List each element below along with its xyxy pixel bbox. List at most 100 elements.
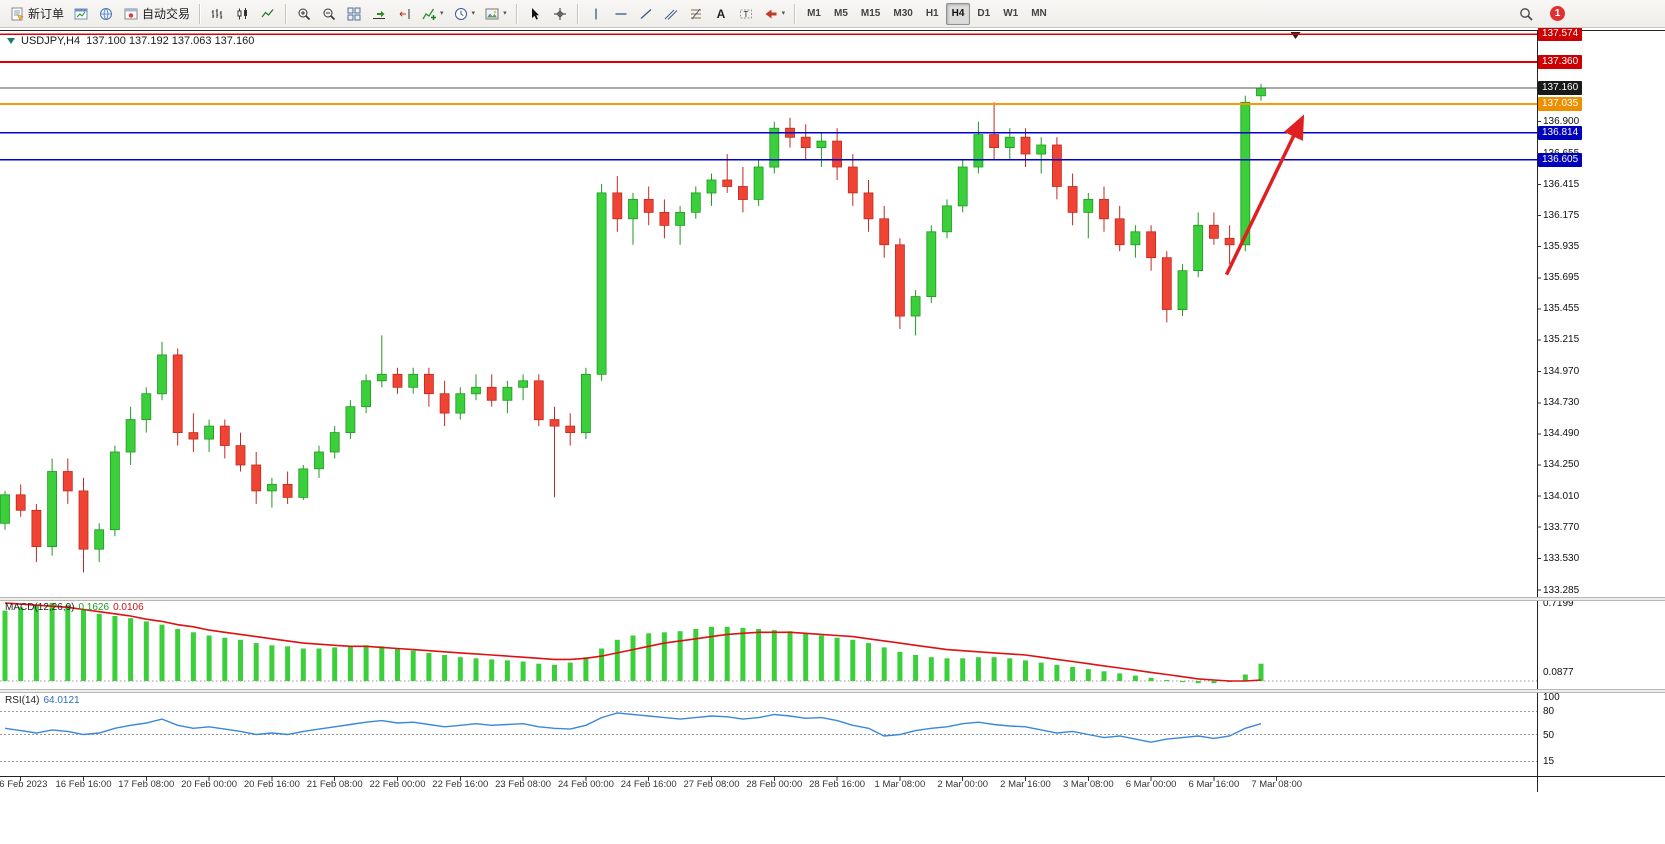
fibonacci-button[interactable]	[684, 3, 708, 25]
price-line-badge: 136.605	[1538, 152, 1583, 167]
candle-up	[581, 373, 591, 433]
macd-histogram-bar	[159, 624, 165, 682]
candle-down	[659, 211, 670, 226]
macd-histogram-bar	[740, 627, 746, 681]
candle-down	[172, 354, 183, 433]
macd-histogram-bar	[614, 639, 620, 681]
chart-window-icon	[74, 8, 88, 19]
candle-up	[1256, 87, 1266, 97]
macd-histogram-bar	[238, 639, 243, 681]
candle-up	[141, 393, 152, 421]
chart-shift-icon	[399, 8, 410, 19]
timeframe-button-m15[interactable]: M15	[855, 3, 886, 25]
candle-down	[738, 186, 748, 200]
chart-shift-button[interactable]	[392, 3, 416, 25]
zoom-out-button[interactable]	[317, 3, 341, 25]
time-axis-label: 16 Feb 16:00	[55, 779, 112, 790]
macd-histogram-bar	[913, 655, 919, 681]
candle-up	[518, 380, 528, 388]
text-label-button[interactable]: T	[734, 3, 758, 25]
macd-scale-label: 0.7199	[1543, 598, 1574, 609]
macd-splitter[interactable]	[0, 597, 1665, 601]
search-button[interactable]	[1514, 3, 1538, 25]
candle-down	[1020, 136, 1031, 155]
price-line-badge: 137.574	[1538, 27, 1583, 42]
price-axis[interactable]: 136.900136.655136.415136.175135.935135.6…	[1537, 0, 1665, 844]
candlestick-chart-icon	[237, 7, 248, 19]
macd-histogram-bar	[332, 647, 338, 681]
rsi-splitter[interactable]	[0, 689, 1665, 693]
timeframe-button-m30[interactable]: M30	[887, 3, 918, 25]
auto-trading-icon	[124, 8, 138, 19]
macd-histogram-bar	[410, 650, 416, 682]
price-tick-label: 136.900	[1543, 116, 1580, 128]
templates-button[interactable]: ▾	[480, 3, 511, 25]
timeframe-button-mn[interactable]: MN	[1025, 3, 1053, 25]
crosshair-button[interactable]	[548, 3, 572, 25]
macd-histogram-bar	[489, 659, 495, 682]
candle-down	[863, 192, 874, 220]
candle-down	[565, 425, 576, 434]
timeframe-button-w1[interactable]: W1	[997, 3, 1024, 25]
time-axis-label: 21 Feb 08:00	[306, 779, 363, 790]
candle-down	[1067, 186, 1078, 213]
timeframe-button-d1[interactable]: D1	[971, 3, 996, 25]
macd-histogram-bar	[944, 658, 950, 682]
time-axis-label: 7 Mar 08:00	[1251, 779, 1303, 790]
trend-arrow[interactable]	[1224, 114, 1305, 276]
zoom-in-button[interactable]	[292, 3, 316, 25]
candle-down	[423, 373, 434, 395]
time-axis[interactable]: 16 Feb 2023 16 Feb 16:00 17 Feb 08:00 20 Fe…	[0, 779, 1665, 795]
macd-histogram-bar	[991, 657, 997, 681]
price-tick-label: 136.175	[1543, 210, 1580, 222]
tile-windows-button[interactable]	[342, 3, 366, 25]
chart-shift-marker[interactable]	[1290, 32, 1301, 39]
horizontal-line-button[interactable]	[609, 3, 633, 25]
bar-chart-button[interactable]	[206, 3, 230, 25]
time-axis-label: 22 Feb 16:00	[432, 779, 489, 790]
auto-trading-button[interactable]: 自动交易	[119, 3, 194, 25]
macd-histogram-bar	[693, 629, 699, 681]
time-axis-label: 23 Feb 08:00	[495, 779, 552, 790]
cursor-button[interactable]	[523, 3, 547, 25]
macd-histogram-bar	[1070, 666, 1076, 681]
candle-up	[973, 134, 984, 168]
chart-window-button[interactable]	[69, 3, 93, 25]
candle-up	[706, 179, 717, 194]
candle-up	[502, 386, 513, 401]
timeframe-button-h4[interactable]: H4	[945, 2, 971, 25]
channel-button[interactable]	[659, 3, 683, 25]
macd-histogram-bar	[253, 643, 259, 681]
new-order-button[interactable]: 新订单	[5, 3, 68, 25]
candlestick-chart-button[interactable]	[231, 3, 255, 25]
periods-button[interactable]: ▾	[449, 3, 480, 25]
auto-scroll-button[interactable]	[367, 3, 391, 25]
trendline-button[interactable]	[634, 3, 658, 25]
macd-histogram-bar	[567, 662, 573, 681]
timeframe-button-m5[interactable]: M5	[828, 3, 854, 25]
text-button[interactable]: A	[709, 3, 733, 25]
macd-histogram-bar	[1054, 664, 1060, 682]
candle-down	[1209, 224, 1219, 239]
macd-histogram-bar	[1132, 675, 1138, 681]
line-chart-button[interactable]	[256, 3, 280, 25]
macd-histogram-bar	[1195, 681, 1201, 684]
vertical-line-button[interactable]	[584, 3, 608, 25]
price-tick-label: 134.490	[1543, 428, 1580, 440]
indicators-button[interactable]: ▾	[417, 3, 448, 25]
candle-down	[879, 218, 890, 246]
time-axis-label: 20 Feb 16:00	[243, 779, 300, 790]
macd-histogram-bar	[65, 605, 71, 682]
macd-histogram-bar	[190, 632, 196, 682]
candle-up	[690, 192, 701, 213]
profiles-button[interactable]	[94, 3, 118, 25]
symbol-marker-icon	[7, 38, 15, 44]
shapes-button[interactable]: ▾	[759, 3, 790, 25]
notifications-badge[interactable]: 1	[1550, 6, 1565, 21]
candle-down	[1114, 218, 1125, 246]
ohlc-values: 137.100 137.192 137.063 137.160	[86, 35, 255, 47]
timeframe-button-m1[interactable]: M1	[801, 3, 827, 25]
macd-histogram-bar	[363, 645, 369, 682]
timeframe-button-h1[interactable]: H1	[920, 3, 945, 25]
